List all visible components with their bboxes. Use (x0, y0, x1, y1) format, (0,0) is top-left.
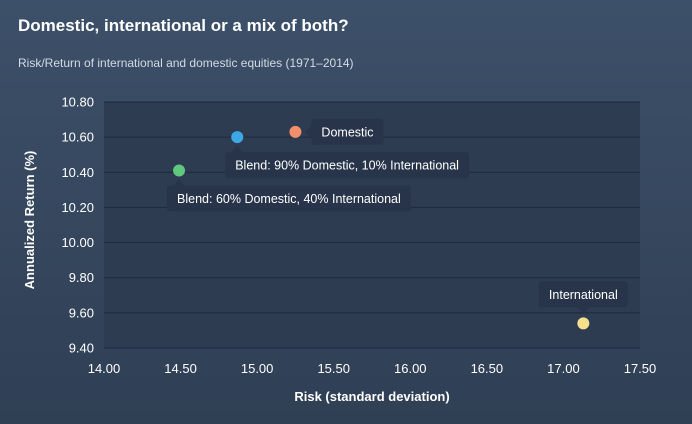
x-tick-label: 15.50 (317, 361, 350, 376)
data-point[interactable] (289, 125, 302, 138)
x-tick-label: 15.00 (241, 361, 274, 376)
point-label: International (549, 288, 618, 302)
x-tick-label: 14.00 (88, 361, 121, 376)
callout-box (167, 185, 411, 212)
point-label: Blend: 60% Domestic, 40% International (177, 192, 401, 206)
annotation-callout: Blend: 60% Domestic, 40% International (167, 179, 411, 212)
x-axis-ticks: 14.00 14.50 15.00 15.50 16.00 16.50 17.00 17.50 (88, 361, 657, 376)
callout-pointer (305, 125, 312, 138)
y-tick-label: 10.60 (61, 130, 94, 145)
callout-box (225, 152, 469, 179)
x-tick-label: 17.50 (624, 361, 657, 376)
y-tick-label: 9.80 (69, 270, 94, 285)
y-tick-label: 10.20 (61, 200, 94, 215)
chart-title: Domestic, international or a mix of both… (18, 16, 349, 35)
annotation-callout: International (538, 281, 628, 314)
y-tick-label: 10.00 (61, 235, 94, 250)
y-tick-label: 10.80 (61, 95, 94, 110)
data-point[interactable] (577, 317, 590, 330)
data-point[interactable] (173, 164, 186, 177)
annotation-callout: Domestic (305, 118, 384, 145)
y-axis-label: Annualized Return (%) (22, 151, 37, 290)
y-tick-label: 9.60 (69, 305, 94, 320)
data-points (173, 125, 590, 330)
y-tick-label: 10.40 (61, 165, 94, 180)
callout-pointer (231, 146, 244, 153)
x-tick-label: 16.00 (394, 361, 427, 376)
callout-pointer (577, 307, 590, 314)
y-tick-label: 9.40 (69, 341, 94, 356)
annotation-callout: Blend: 90% Domestic, 10% International (225, 146, 469, 179)
x-axis-label: Risk (standard deviation) (294, 389, 449, 404)
data-point[interactable] (231, 131, 244, 144)
point-annotations: Domestic Blend: 90% Domestic, 10% Interna… (167, 118, 628, 314)
callout-box (538, 281, 628, 308)
point-label: Domestic (321, 125, 373, 139)
x-tick-label: 17.00 (547, 361, 580, 376)
callout-pointer (173, 179, 186, 186)
x-tick-label: 14.50 (164, 361, 197, 376)
point-label: Blend: 90% Domestic, 10% International (235, 159, 459, 173)
y-axis-ticks: 10.80 10.60 10.40 10.20 10.00 9.80 9.60 9.40 (61, 95, 94, 356)
x-tick-label: 16.50 (471, 361, 504, 376)
chart-subtitle: Risk/Return of international and domesti… (18, 56, 354, 70)
callout-box (311, 118, 384, 145)
